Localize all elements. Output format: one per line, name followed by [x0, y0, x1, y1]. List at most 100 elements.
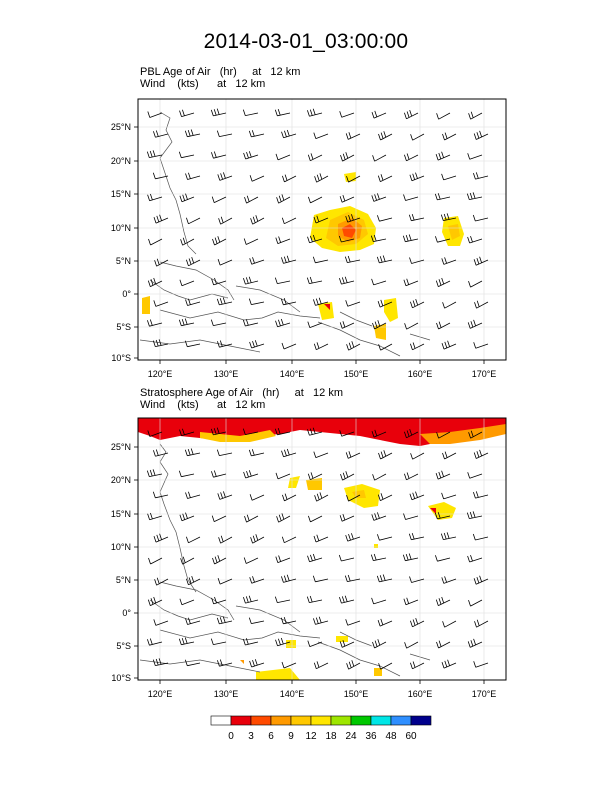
colorbar-swatch — [390, 715, 412, 726]
wind-barb — [242, 319, 259, 327]
wind-barb — [210, 108, 227, 117]
wind-barb — [275, 318, 291, 328]
wind-barb — [472, 214, 489, 222]
wind-barb — [186, 217, 201, 225]
wind-barb — [210, 427, 227, 436]
wind-barb — [410, 342, 425, 351]
wind-barb — [248, 298, 265, 305]
wind-barb — [371, 512, 387, 521]
lat-label: 15°N — [111, 509, 131, 519]
wind-barb — [186, 575, 201, 586]
wind-barb — [403, 278, 419, 287]
wind-barb — [307, 427, 323, 436]
wind-barb — [473, 130, 489, 140]
wind-barb — [250, 215, 265, 225]
wind-barb — [468, 111, 483, 120]
wind-barb — [377, 215, 393, 222]
wind-barb — [217, 340, 233, 348]
wind-barb — [372, 154, 387, 162]
wind-barb — [378, 343, 393, 351]
wind-barb — [307, 321, 323, 328]
wind-barb — [217, 258, 233, 266]
wind-barb — [179, 109, 195, 117]
wind-barb — [339, 640, 355, 648]
strat-age-field — [138, 418, 506, 680]
wind-barb — [313, 132, 329, 139]
wind-barb — [404, 109, 419, 120]
wind-barb — [281, 661, 297, 669]
wind-barb — [442, 132, 457, 141]
wind-barb — [153, 130, 169, 138]
wind-barb — [179, 193, 195, 203]
wind-barb — [218, 216, 233, 225]
wind-barb — [307, 108, 323, 117]
lat-label: 10°S — [111, 353, 131, 363]
strat-map-panel — [134, 417, 507, 684]
wind-barb — [249, 576, 265, 584]
wind-barb — [216, 449, 233, 456]
wind-barb — [184, 659, 201, 667]
wind-barb — [210, 638, 227, 645]
wind-barb — [404, 322, 419, 330]
wind-barb — [147, 638, 163, 646]
wind-barb — [467, 235, 483, 244]
wind-barb — [344, 574, 361, 582]
wind-barb — [377, 299, 393, 308]
wind-barb — [402, 553, 419, 562]
colorbar-swatch — [330, 715, 352, 726]
wind-barb — [185, 617, 201, 625]
wind-barb — [340, 152, 355, 162]
wind-barb — [467, 472, 483, 479]
wind-barb — [403, 597, 419, 606]
wind-barb — [339, 321, 355, 329]
wind-barb — [441, 173, 457, 181]
colorbar-label: 9 — [288, 731, 294, 742]
wind-barb — [178, 637, 195, 646]
wind-barb — [148, 557, 163, 565]
wind-barb — [185, 298, 201, 306]
wind-barb — [281, 129, 297, 139]
wind-barb — [473, 172, 489, 180]
wind-barb — [339, 276, 355, 285]
wind-barb — [147, 596, 163, 606]
strat-map-frame — [137, 417, 507, 681]
wind-barb — [274, 596, 291, 603]
panel2-wind-label: Wind (kts) at 12 km — [140, 399, 266, 411]
pbl-coastlines — [139, 111, 431, 357]
colorbar-swatch — [270, 715, 292, 726]
wind-barb — [409, 172, 425, 182]
wind-barb — [473, 342, 489, 349]
colorbar-swatch — [210, 715, 232, 726]
strat-lat-labels: 25°N 20°N 15°N 10°N 5°N 0° 5°S 10°S — [111, 442, 132, 683]
wind-barb — [314, 492, 329, 502]
wind-barb — [436, 112, 451, 120]
wind-barb — [372, 320, 387, 330]
wind-barb — [211, 196, 227, 203]
strat-wind-barbs — [146, 427, 489, 670]
wind-barb — [371, 278, 387, 286]
wind-barb — [275, 153, 291, 161]
wind-barb — [371, 429, 387, 438]
wind-barb — [307, 153, 323, 162]
lon-label: 170°E — [472, 369, 497, 379]
wind-barb — [372, 473, 387, 481]
wind-barb — [313, 616, 329, 625]
lat-label: 10°N — [111, 542, 131, 552]
wind-barb — [242, 109, 259, 116]
wind-barb — [147, 512, 163, 521]
wind-barb — [371, 110, 387, 119]
wind-barb — [435, 151, 451, 161]
wind-barb — [408, 532, 425, 541]
wind-barb — [217, 659, 233, 667]
wind-barb — [435, 277, 451, 287]
pbl-axis-ticks — [134, 126, 485, 364]
wind-barb — [378, 662, 393, 670]
wind-barb — [281, 217, 297, 225]
panel2-field-label: Stratosphere Age of Air (hr) at 12 km — [140, 387, 343, 399]
wind-barb — [249, 494, 265, 501]
wind-barb — [474, 619, 489, 628]
wind-barb — [345, 533, 361, 542]
wind-barb — [307, 640, 323, 647]
wind-barb — [404, 472, 419, 481]
wind-barb — [409, 576, 425, 583]
